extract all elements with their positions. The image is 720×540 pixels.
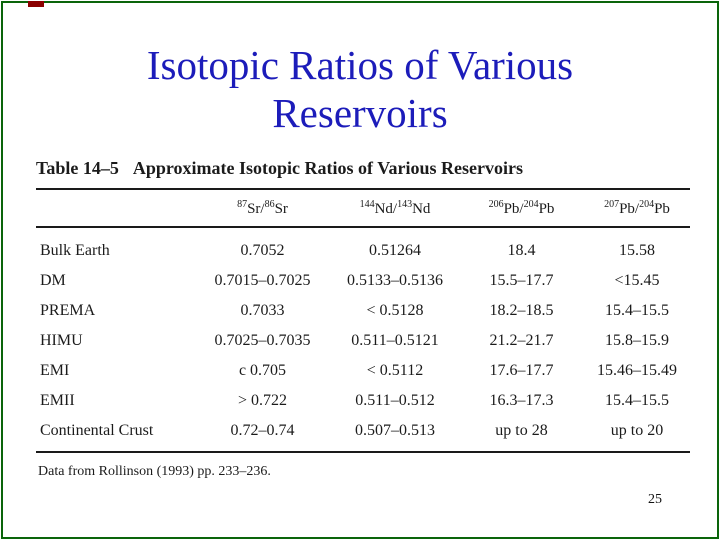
table-caption-label: Table 14–5 <box>36 158 119 178</box>
cell-pb207: up to 20 <box>584 416 690 453</box>
cell-nd: < 0.5112 <box>366 362 424 379</box>
cell-pb206: 17.6–17.7 <box>489 362 554 379</box>
cell-sr: > 0.722 <box>237 392 288 409</box>
isotope-base: Sr/ <box>247 200 265 217</box>
cell-nd: 0.5133–0.5136 <box>347 272 443 289</box>
col-header-sr: 87Sr/86Sr <box>194 190 331 228</box>
slide-title-line1: Isotopic Ratios of Various <box>146 42 574 88</box>
cell-pb207: 15.8–15.9 <box>605 332 669 349</box>
isotope-base: Pb <box>538 200 555 217</box>
row-label: Continental Crust <box>36 416 194 453</box>
isotope-sup: 204 <box>639 198 655 210</box>
row-label: EMII <box>40 392 75 409</box>
isotope-sup: 206 <box>488 198 504 210</box>
col-header-pb206: 206Pb/204Pb <box>459 190 584 228</box>
row-label: PREMA <box>40 302 96 319</box>
table-row: Bulk Earth 0.7052 0.51264 18.4 15.58 <box>36 227 690 266</box>
cell-sr: 0.7025–0.7035 <box>214 332 311 349</box>
table-row: Continental Crust 0.72–0.74 0.507–0.513 … <box>36 416 690 453</box>
col-header-empty <box>36 190 194 228</box>
table-row: EMII > 0.722 0.511–0.512 16.3–17.3 15.4–… <box>36 386 690 416</box>
table-caption-text: Approximate Isotopic Ratios of Various R… <box>132 158 524 178</box>
cell-pb206: up to 28 <box>459 416 584 453</box>
isotope-base: Sr <box>274 200 288 217</box>
table-row: HIMU 0.7025–0.7035 0.511–0.5121 21.2–21.… <box>36 326 690 356</box>
isotope-sup: 86 <box>264 198 275 210</box>
cell-nd: 0.511–0.5121 <box>351 332 439 349</box>
cell-pb206: 18.4 <box>507 242 536 259</box>
table-row: PREMA 0.7033 < 0.5128 18.2–18.5 15.4–15.… <box>36 296 690 326</box>
cell-nd: 0.511–0.512 <box>355 392 435 409</box>
col-header-nd: 144Nd/143Nd <box>331 190 459 228</box>
cell-sr: 0.7015–0.7025 <box>214 272 311 289</box>
table-caption: Table 14–5 Approximate Isotopic Ratios o… <box>36 158 690 190</box>
cell-sr: 0.7033 <box>240 302 285 319</box>
slide-title: Isotopic Ratios of Various Reservoirs <box>0 42 720 138</box>
table-row: EMI c 0.705 < 0.5112 17.6–17.7 15.46–15.… <box>36 356 690 386</box>
row-label: HIMU <box>40 332 83 349</box>
isotope-base: Pb/ <box>503 200 524 217</box>
cell-pb207: <15.45 <box>614 272 660 289</box>
row-label: EMI <box>40 362 70 379</box>
isotopic-ratios-table: Table 14–5 Approximate Isotopic Ratios o… <box>36 158 690 480</box>
isotope-base: Pb/ <box>619 200 640 217</box>
cell-pb207: 15.46–15.49 <box>597 362 677 379</box>
isotope-sup: 144 <box>359 198 375 210</box>
data-table: 87Sr/86Sr 144Nd/143Nd 206Pb/204Pb 207Pb/… <box>36 190 690 453</box>
col-header-pb207: 207Pb/204Pb <box>584 190 690 228</box>
cell-sr: 0.72–0.74 <box>194 416 331 453</box>
row-label: Bulk Earth <box>40 242 110 259</box>
cell-nd: < 0.5128 <box>366 302 424 319</box>
cell-sr: c 0.705 <box>238 362 287 379</box>
cell-pb206: 16.3–17.3 <box>489 392 554 409</box>
cell-nd: 0.51264 <box>369 242 421 259</box>
isotope-base: Nd/ <box>374 200 398 217</box>
isotope-sup: 143 <box>397 198 413 210</box>
cell-pb206: 15.5–17.7 <box>489 272 554 289</box>
cell-pb206: 21.2–21.7 <box>489 332 554 349</box>
corner-accent-mark <box>28 1 44 7</box>
cell-nd: 0.507–0.513 <box>331 416 459 453</box>
table-row: DM 0.7015–0.7025 0.5133–0.5136 15.5–17.7… <box>36 266 690 296</box>
cell-pb207: 15.4–15.5 <box>605 392 669 409</box>
cell-pb206: 18.2–18.5 <box>489 302 554 319</box>
table-footnote: Data from Rollinson (1993) pp. 233–236. <box>38 464 271 479</box>
cell-pb207: 15.4–15.5 <box>605 302 669 319</box>
page-number: 25 <box>648 492 662 507</box>
cell-sr: 0.7052 <box>240 242 285 259</box>
row-label: DM <box>40 272 66 289</box>
slide-title-line2: Reservoirs <box>272 89 448 136</box>
isotope-base: Pb <box>654 200 670 217</box>
isotope-sup: 87 <box>237 198 248 210</box>
isotope-base: Nd <box>412 200 431 217</box>
isotope-sup: 204 <box>523 198 539 210</box>
table-header-row: 87Sr/86Sr 144Nd/143Nd 206Pb/204Pb 207Pb/… <box>36 190 690 228</box>
cell-pb207: 15.58 <box>619 242 655 259</box>
isotope-sup: 207 <box>604 198 620 210</box>
